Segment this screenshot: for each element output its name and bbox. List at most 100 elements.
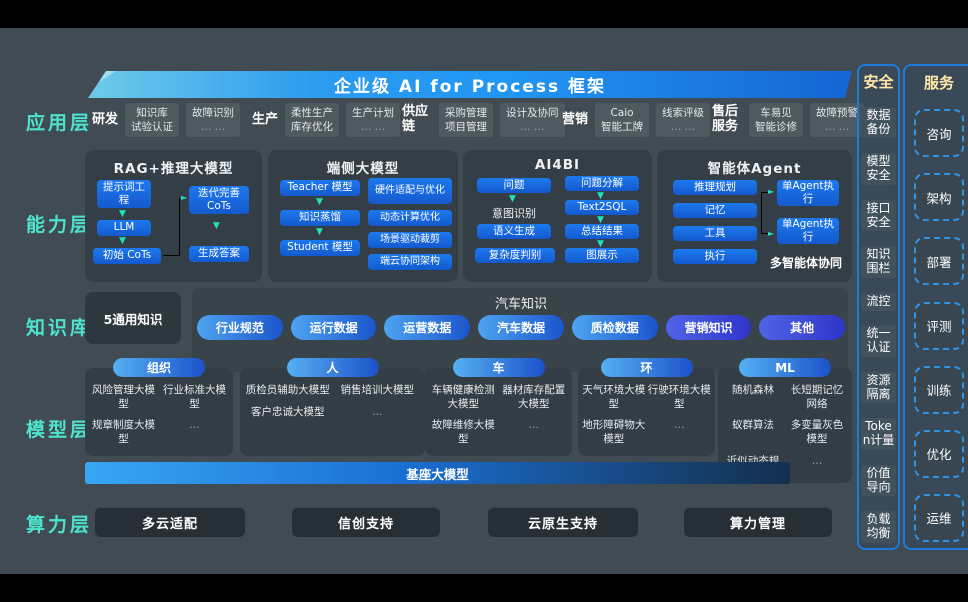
app-item-line: 线索评级 <box>662 106 705 119</box>
knowledge-pill-3: 运营数据 <box>384 315 471 340</box>
app-item-line: … … <box>670 121 696 133</box>
app-item-line: 车易见 <box>760 106 792 119</box>
auto-knowledge-title: 汽车知识 <box>494 297 547 312</box>
app-item-line: … … <box>360 121 386 133</box>
model-name: 质检员辅助大模型 <box>245 384 330 396</box>
model-name: 销售培训大模型 <box>340 384 415 396</box>
app-item-line: … … <box>824 121 850 133</box>
app-group-3: 供应链 采购管理 项目管理 设计及协同… … <box>402 97 565 143</box>
model-name: 多变量灰色模型 <box>790 419 844 445</box>
panel-rag: RAG+推理大模型 提示词工程 ▼ LLM ▼ 初始 CoTs ► 迭代完善Co… <box>85 150 262 282</box>
app-item-box: Caio 智能工牌 <box>595 102 650 138</box>
security-item-5: 流控 <box>861 292 896 311</box>
app-group-5: 售后服务 车易见 智能诊修 故障预警… … <box>712 97 864 143</box>
app-item-box: 车易见 智能诊修 <box>749 102 803 138</box>
knowledge-pill-1: 行业规范 <box>197 315 283 340</box>
app-group-label: 研发 <box>92 111 119 127</box>
service-column-title: 服务 <box>923 74 954 92</box>
app-item-box: 柔性生产 库存优化 <box>285 102 340 138</box>
security-item-1: 数据备份 <box>861 106 896 139</box>
app-item-line: 智能工牌 <box>601 121 644 133</box>
rag-prompt-box: 提示词工程 <box>97 180 151 208</box>
model-name: 地形障碍物大模型 <box>582 419 646 445</box>
app-group-label: 供应链 <box>402 104 429 134</box>
panel-agent: 智能体Agent 推理规划 记忆 工具 执行 ► ► 单Agent执行 单Age… <box>657 150 852 282</box>
app-group-label: 营销 <box>562 111 589 127</box>
app-item-box: 设计及协同 … … <box>500 102 565 138</box>
app-group-1: 研发 知识库 试验认证 故障识别… … <box>92 97 241 143</box>
app-item-box: 故障识别 … … <box>186 102 241 138</box>
service-item-2: 架构 <box>914 173 964 222</box>
model-name: 车辆健康检测大模型 <box>431 384 495 410</box>
service-item-4: 评测 <box>914 301 964 350</box>
model-grid: 风险管理大模型 行业标准大模型 规章制度大模型… <box>85 368 233 453</box>
arrow-down-icon: ▼ <box>213 221 220 231</box>
model-name: … <box>528 419 540 432</box>
model-name: … <box>372 405 383 418</box>
model-name: 器材库存配置大模型 <box>502 384 566 410</box>
agent-single-exec-box-2: 单Agent执行 <box>777 218 839 244</box>
app-item-box: 线索评级 … … <box>656 102 711 138</box>
app-item-box: 采购管理 项目管理 <box>439 102 493 138</box>
panel-ai4bi: AI4BI 问题 ▼ 意图识别 语义生成 复杂度判别 问题分解 ▼ Text2S… <box>463 150 652 282</box>
service-item-3: 部署 <box>914 237 964 286</box>
app-item-line: Caio <box>610 106 634 119</box>
model-grid: 质检员辅助大模型 销售培训大模型 客户忠诚大模型… <box>240 368 425 425</box>
rag-llm-box: LLM <box>97 220 151 236</box>
connector-line <box>761 192 770 234</box>
layer-label-application: 应用层 <box>26 112 93 134</box>
general-knowledge-box: 5通用知识 <box>85 292 181 344</box>
knowledge-pill-4: 汽车数据 <box>478 315 564 340</box>
model-group-pill: 车 <box>452 358 545 377</box>
security-column-title: 安全 <box>863 73 894 91</box>
agent-exec-box: 执行 <box>673 249 757 264</box>
security-item-7: 资源隔离 <box>861 371 896 404</box>
service-item-6: 优化 <box>914 429 964 478</box>
ai4bi-chart-box: 图展示 <box>565 248 639 263</box>
ai4bi-semantic-box: 语义生成 <box>477 224 551 239</box>
compute-button-4: 算力管理 <box>684 507 832 537</box>
rag-init-cots-box: 初始 CoTs <box>93 248 161 264</box>
ai4bi-summary-box: 总结结果 <box>565 224 639 239</box>
agent-single-exec-box-1: 单Agent执行 <box>777 180 839 206</box>
app-item-line: 项目管理 <box>445 121 487 133</box>
model-group-3: 车车辆健康检测大模型 器材库存配置大模型 故障维修大模型… <box>425 358 572 456</box>
service-item-5: 训练 <box>914 365 964 414</box>
model-group-pill: ML <box>739 358 831 377</box>
knowledge-pill-2: 运行数据 <box>290 315 377 340</box>
model-name: … <box>189 419 200 432</box>
panel-rag-title: RAG+推理大模型 <box>113 161 234 177</box>
ai4bi-text2sql-box: Text2SQL <box>565 200 639 215</box>
model-name: … <box>674 419 685 432</box>
app-item-line: 设计及协同 <box>506 106 559 119</box>
layer-label-compute: 算力层 <box>26 514 93 536</box>
foundation-model-bar: 基座大模型 <box>85 462 790 484</box>
model-name: 规章制度大模型 <box>92 419 155 445</box>
security-item-6: 统一认证 <box>861 325 896 358</box>
arrow-down-icon: ▼ <box>597 191 604 201</box>
model-group-2: 人质检员辅助大模型 销售培训大模型 客户忠诚大模型… <box>240 358 425 456</box>
agent-planning-box: 推理规划 <box>673 180 757 195</box>
security-item-3: 接口安全 <box>861 199 896 232</box>
ai4bi-decompose-box: 问题分解 <box>565 176 639 191</box>
ai4bi-intent-text: 意图识别 <box>492 207 536 220</box>
knowledge-pill-row: 行业规范 运行数据 运营数据 汽车数据 质检数据 营销知识 其他 <box>197 315 846 340</box>
edge-prune-box: 场景驱动裁剪 <box>368 232 452 248</box>
panel-edge-title: 端侧大模型 <box>326 161 400 177</box>
layer-label-model: 模型层 <box>26 419 93 441</box>
security-item-2: 模型安全 <box>861 153 896 185</box>
ai4bi-question-box: 问题 <box>477 178 551 193</box>
edge-distill-box: 知识蒸馏 <box>280 210 360 226</box>
edge-teacher-box: Teacher 模型 <box>280 180 360 196</box>
service-item-1: 咨询 <box>914 109 964 158</box>
app-item-line: 试验认证 <box>131 121 174 133</box>
model-name: … <box>811 454 823 467</box>
model-group-4: 环天气环境大模型 行驶环境大模型 地形障碍物大模型… <box>578 358 715 456</box>
security-item-8: Token计量 <box>861 418 896 450</box>
security-item-9: 价值导向 <box>861 464 896 497</box>
panel-ai4bi-title: AI4BI <box>534 157 581 173</box>
app-item-line: 故障预警 <box>816 106 858 119</box>
model-group-1: 组织 风险管理大模型 行业标准大模型 规章制度大模型… <box>85 358 233 456</box>
arrow-down-icon: ▼ <box>597 215 604 225</box>
app-item-line: 智能诊修 <box>755 121 797 133</box>
